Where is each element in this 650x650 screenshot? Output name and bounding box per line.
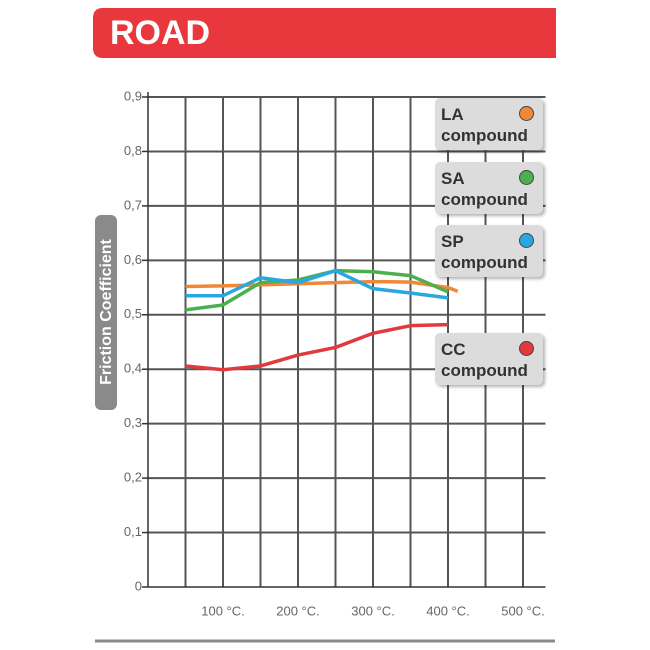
y-tick-label: 0,6 <box>124 252 142 267</box>
y-tick-label: 0,5 <box>124 306 142 321</box>
legend-label: CC compound <box>441 340 528 380</box>
y-tick-label: 0 <box>135 578 142 593</box>
y-tick-label: 0,2 <box>124 470 142 485</box>
y-tick-label: 0,8 <box>124 143 142 158</box>
legend-label: LA compound <box>441 105 528 145</box>
legend-swatch <box>519 233 534 248</box>
series-line <box>185 322 449 372</box>
y-tick-label: 0,1 <box>124 524 142 539</box>
y-tick-label: 0,3 <box>124 415 142 430</box>
series-line <box>185 279 459 293</box>
chart-title: ROAD <box>110 14 210 52</box>
y-tick-label: 0,9 <box>124 88 142 103</box>
x-tick-label: 400 °C. <box>426 603 470 618</box>
x-tick-label: 500 °C. <box>501 603 545 618</box>
legend-entry: LA compound <box>435 98 543 150</box>
title-banner <box>93 8 556 58</box>
y-axis-label: Friction Coefficient <box>98 238 115 384</box>
y-tick-label: 0,4 <box>124 361 142 376</box>
legend-swatch <box>519 170 534 185</box>
x-tick-label: 100 °C. <box>201 603 245 618</box>
series-line <box>185 268 449 300</box>
x-tick-label: 300 °C. <box>351 603 395 618</box>
legend-entry: SP compound <box>435 225 543 277</box>
x-tick-label: 200 °C. <box>276 603 320 618</box>
y-label-box <box>95 215 117 410</box>
legend-swatch <box>519 341 534 356</box>
legend-entry: CC compound <box>435 333 543 385</box>
y-tick-label: 0,7 <box>124 197 142 212</box>
legend-swatch <box>519 106 534 121</box>
legend-entry: SA compound <box>435 162 543 214</box>
legend-label: SP compound <box>441 232 528 272</box>
legend-label: SA compound <box>441 169 528 209</box>
